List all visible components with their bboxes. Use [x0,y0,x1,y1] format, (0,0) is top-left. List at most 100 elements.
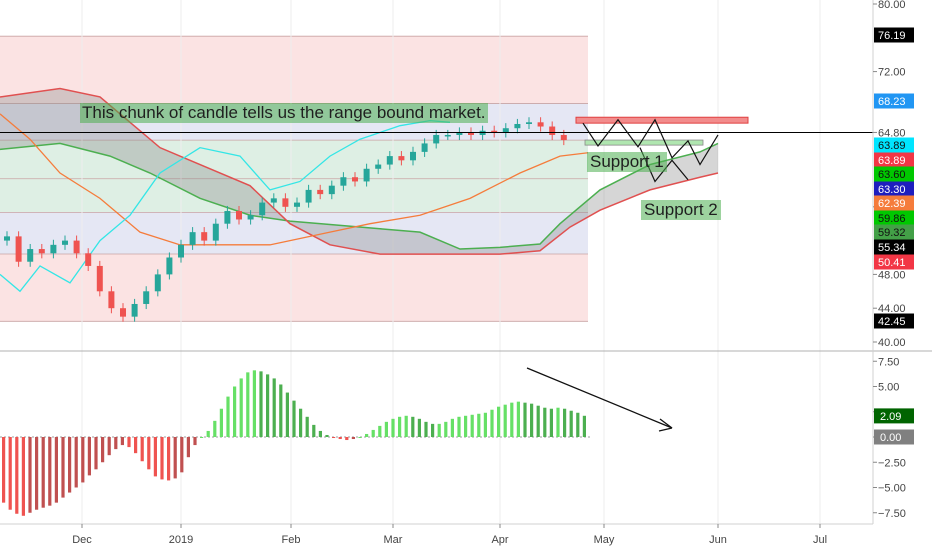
candle-body [491,130,498,133]
histogram-bar [464,415,468,437]
histogram-bar [15,437,19,514]
time-tick-label: 2019 [169,534,193,546]
candle-body [27,249,34,262]
price-label-box [874,224,914,240]
price-tick-label: 80.00 [878,0,906,11]
time-tick-label: May [594,534,615,546]
oscillator-pane [0,352,873,524]
histogram-bar [292,400,296,437]
histogram-bar [74,437,78,488]
price-label: 63.30 [874,181,914,197]
price-tick-label: 72.00 [878,67,906,79]
histogram-bar [279,384,283,437]
resistance-box [575,116,749,124]
histogram-bar [358,437,362,438]
histogram-bar [266,374,270,437]
price-tick-label: 48.00 [878,269,906,281]
time-tick-label: Jul [813,534,827,546]
histogram-bar [384,421,388,437]
candle-body [108,291,115,309]
price-label-text: 55.34 [878,242,906,254]
histogram-bar [530,403,534,437]
candle-body [73,240,80,254]
histogram-bar [2,437,6,503]
histogram-bar [120,437,124,446]
price-label: 55.34 [874,239,914,255]
histogram-bar [470,414,474,437]
histogram-bar [226,396,230,437]
histogram-bar [543,407,547,437]
candle-body [502,128,509,133]
histogram-bar [180,437,184,473]
price-label: 76.19 [874,27,914,43]
histogram-bar [219,408,223,437]
histogram-bar [186,437,190,458]
histogram-bar [483,412,487,437]
oscillator-value-text: 2.09 [880,411,901,423]
histogram-bar [21,437,25,516]
candle-body [131,303,138,317]
histogram-bar [147,437,151,470]
histogram-bar [35,437,39,510]
candle-body [143,291,150,304]
price-label-text: 59.86 [878,213,906,225]
oscillator-value-box [874,429,914,445]
price-label-text: 63.60 [878,169,906,181]
time-tick-label: Feb [282,534,301,546]
candle-body [259,202,266,216]
histogram-bar [193,437,197,446]
histogram-bar [153,437,157,477]
histogram-bar [549,408,553,437]
candle-body [398,156,405,161]
trend-arrow-head [658,418,673,432]
candle-body [189,232,196,245]
histogram-bar [536,405,540,437]
histogram-bar [582,415,586,437]
histogram-bar [127,437,131,448]
histogram-bar [134,437,138,454]
histogram-bar [173,437,177,479]
time-tick-label: Jun [709,534,727,546]
histogram-bar [497,406,501,437]
histogram-bar [61,437,65,498]
candle-body [352,177,358,182]
histogram-bar [114,437,118,450]
histogram-bar [259,371,263,437]
price-label-box [874,27,914,43]
price-label-box [874,137,914,153]
price-label-box [874,313,914,329]
histogram-bar [305,416,309,437]
histogram-bar [503,404,507,437]
histogram-bar [54,437,58,503]
candle-body [236,211,242,220]
histogram-bar [8,437,12,510]
histogram-bar [576,412,580,437]
histogram-bar [239,378,243,437]
histogram-bar [365,433,369,437]
histogram-bar [160,437,164,480]
price-label-box [874,181,914,197]
candle-body [166,257,173,275]
price-label-box [874,195,914,211]
histogram-bar [48,437,52,506]
trend-arrow-line [526,367,673,429]
candle-body [305,189,312,203]
histogram-layer [0,367,673,516]
projection-zigzag [582,118,719,166]
price-label: 42.45 [874,313,914,329]
candle-body [50,244,57,254]
histogram-bar [41,437,45,508]
oscillator-value-label: 2.09 [874,408,914,424]
price-label-text: 63.89 [878,155,906,167]
histogram-bar [398,416,402,437]
histogram-bar [246,372,250,437]
histogram-bar [391,418,395,437]
ichimoku-cloud [0,88,718,255]
price-tick-label: 40.00 [878,337,906,349]
candle-body [282,198,289,207]
price-label: 63.89 [874,152,914,168]
candle-body [468,132,474,135]
histogram-bar [431,423,435,437]
